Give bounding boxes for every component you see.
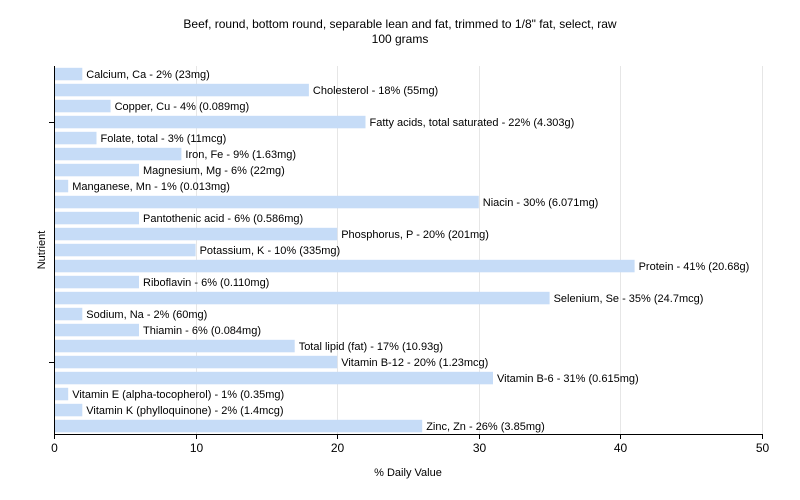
bar-label: Vitamin B-6 - 31% (0.615mg) [497, 373, 639, 385]
bar [55, 291, 550, 305]
bar-label: Selenium, Se - 35% (24.7mcg) [554, 293, 704, 305]
bar-label: Total lipid (fat) - 17% (10.93g) [299, 341, 443, 353]
bar [55, 371, 493, 385]
bar-label: Zinc, Zn - 26% (3.85mg) [426, 421, 545, 433]
bar [55, 195, 479, 209]
bar-label: Pantothenic acid - 6% (0.586mg) [143, 213, 303, 225]
bar-label: Cholesterol - 18% (55mg) [313, 85, 438, 97]
bar [55, 259, 635, 273]
bar-label: Iron, Fe - 9% (1.63mg) [185, 149, 296, 161]
x-tick-label: 10 [190, 441, 204, 455]
x-axis-title: % Daily Value [374, 467, 442, 479]
bar-label: Copper, Cu - 4% (0.089mg) [115, 101, 250, 113]
bar [55, 355, 338, 369]
bar [55, 243, 196, 257]
bar [55, 115, 366, 129]
bar-label: Folate, total - 3% (11mcg) [101, 133, 227, 145]
bar-label: Riboflavin - 6% (0.110mg) [143, 277, 269, 289]
chart-title-line: Beef, round, bottom round, separable lea… [183, 17, 617, 31]
bar-label: Vitamin E (alpha-tocopherol) - 1% (0.35m… [72, 389, 284, 401]
bar-label: Vitamin K (phylloquinone) - 2% (1.4mcg) [86, 405, 283, 417]
bar [55, 147, 182, 161]
bar [55, 307, 83, 321]
axes: 0 10 20 30 40 50 [49, 66, 769, 455]
bar-label: Magnesium, Mg - 6% (22mg) [143, 165, 285, 177]
bar [55, 227, 338, 241]
bar [55, 83, 309, 97]
bar [55, 403, 83, 417]
x-tick-label: 30 [473, 441, 487, 455]
bar [55, 211, 139, 225]
bar-label: Protein - 41% (20.68g) [639, 261, 750, 273]
bar [55, 275, 139, 289]
bar-label: Fatty acids, total saturated - 22% (4.30… [370, 117, 575, 129]
chart-subtitle: 100 grams [371, 32, 429, 46]
bars: Calcium, Ca - 2% (23mg) Cholesterol - 18%… [55, 67, 750, 433]
x-tick-label: 50 [756, 441, 770, 455]
bar [55, 163, 139, 177]
y-axis-title: Nutrient [36, 231, 48, 270]
bar [55, 179, 69, 193]
bar-label: Potassium, K - 10% (335mg) [200, 245, 341, 257]
bar-label: Thiamin - 6% (0.084mg) [143, 325, 261, 337]
bar [55, 387, 69, 401]
x-tick-label: 20 [331, 441, 345, 455]
bar [55, 131, 97, 145]
x-tick-label: 40 [614, 441, 628, 455]
bar-label: Vitamin B-12 - 20% (1.23mcg) [341, 357, 488, 369]
bar-label: Manganese, Mn - 1% (0.013mg) [72, 181, 230, 193]
bar [55, 67, 83, 81]
bar [55, 323, 139, 337]
bar [55, 419, 423, 433]
bar [55, 339, 295, 353]
bar-label: Sodium, Na - 2% (60mg) [86, 309, 207, 321]
bar-label: Calcium, Ca - 2% (23mg) [86, 69, 209, 81]
chart-title: Beef, round, bottom round, separable lea… [0, 17, 800, 47]
bar [55, 99, 111, 113]
x-tick-label: 0 [51, 441, 58, 455]
bar-label: Phosphorus, P - 20% (201mg) [341, 229, 489, 241]
bar-label: Niacin - 30% (6.071mg) [483, 197, 599, 209]
